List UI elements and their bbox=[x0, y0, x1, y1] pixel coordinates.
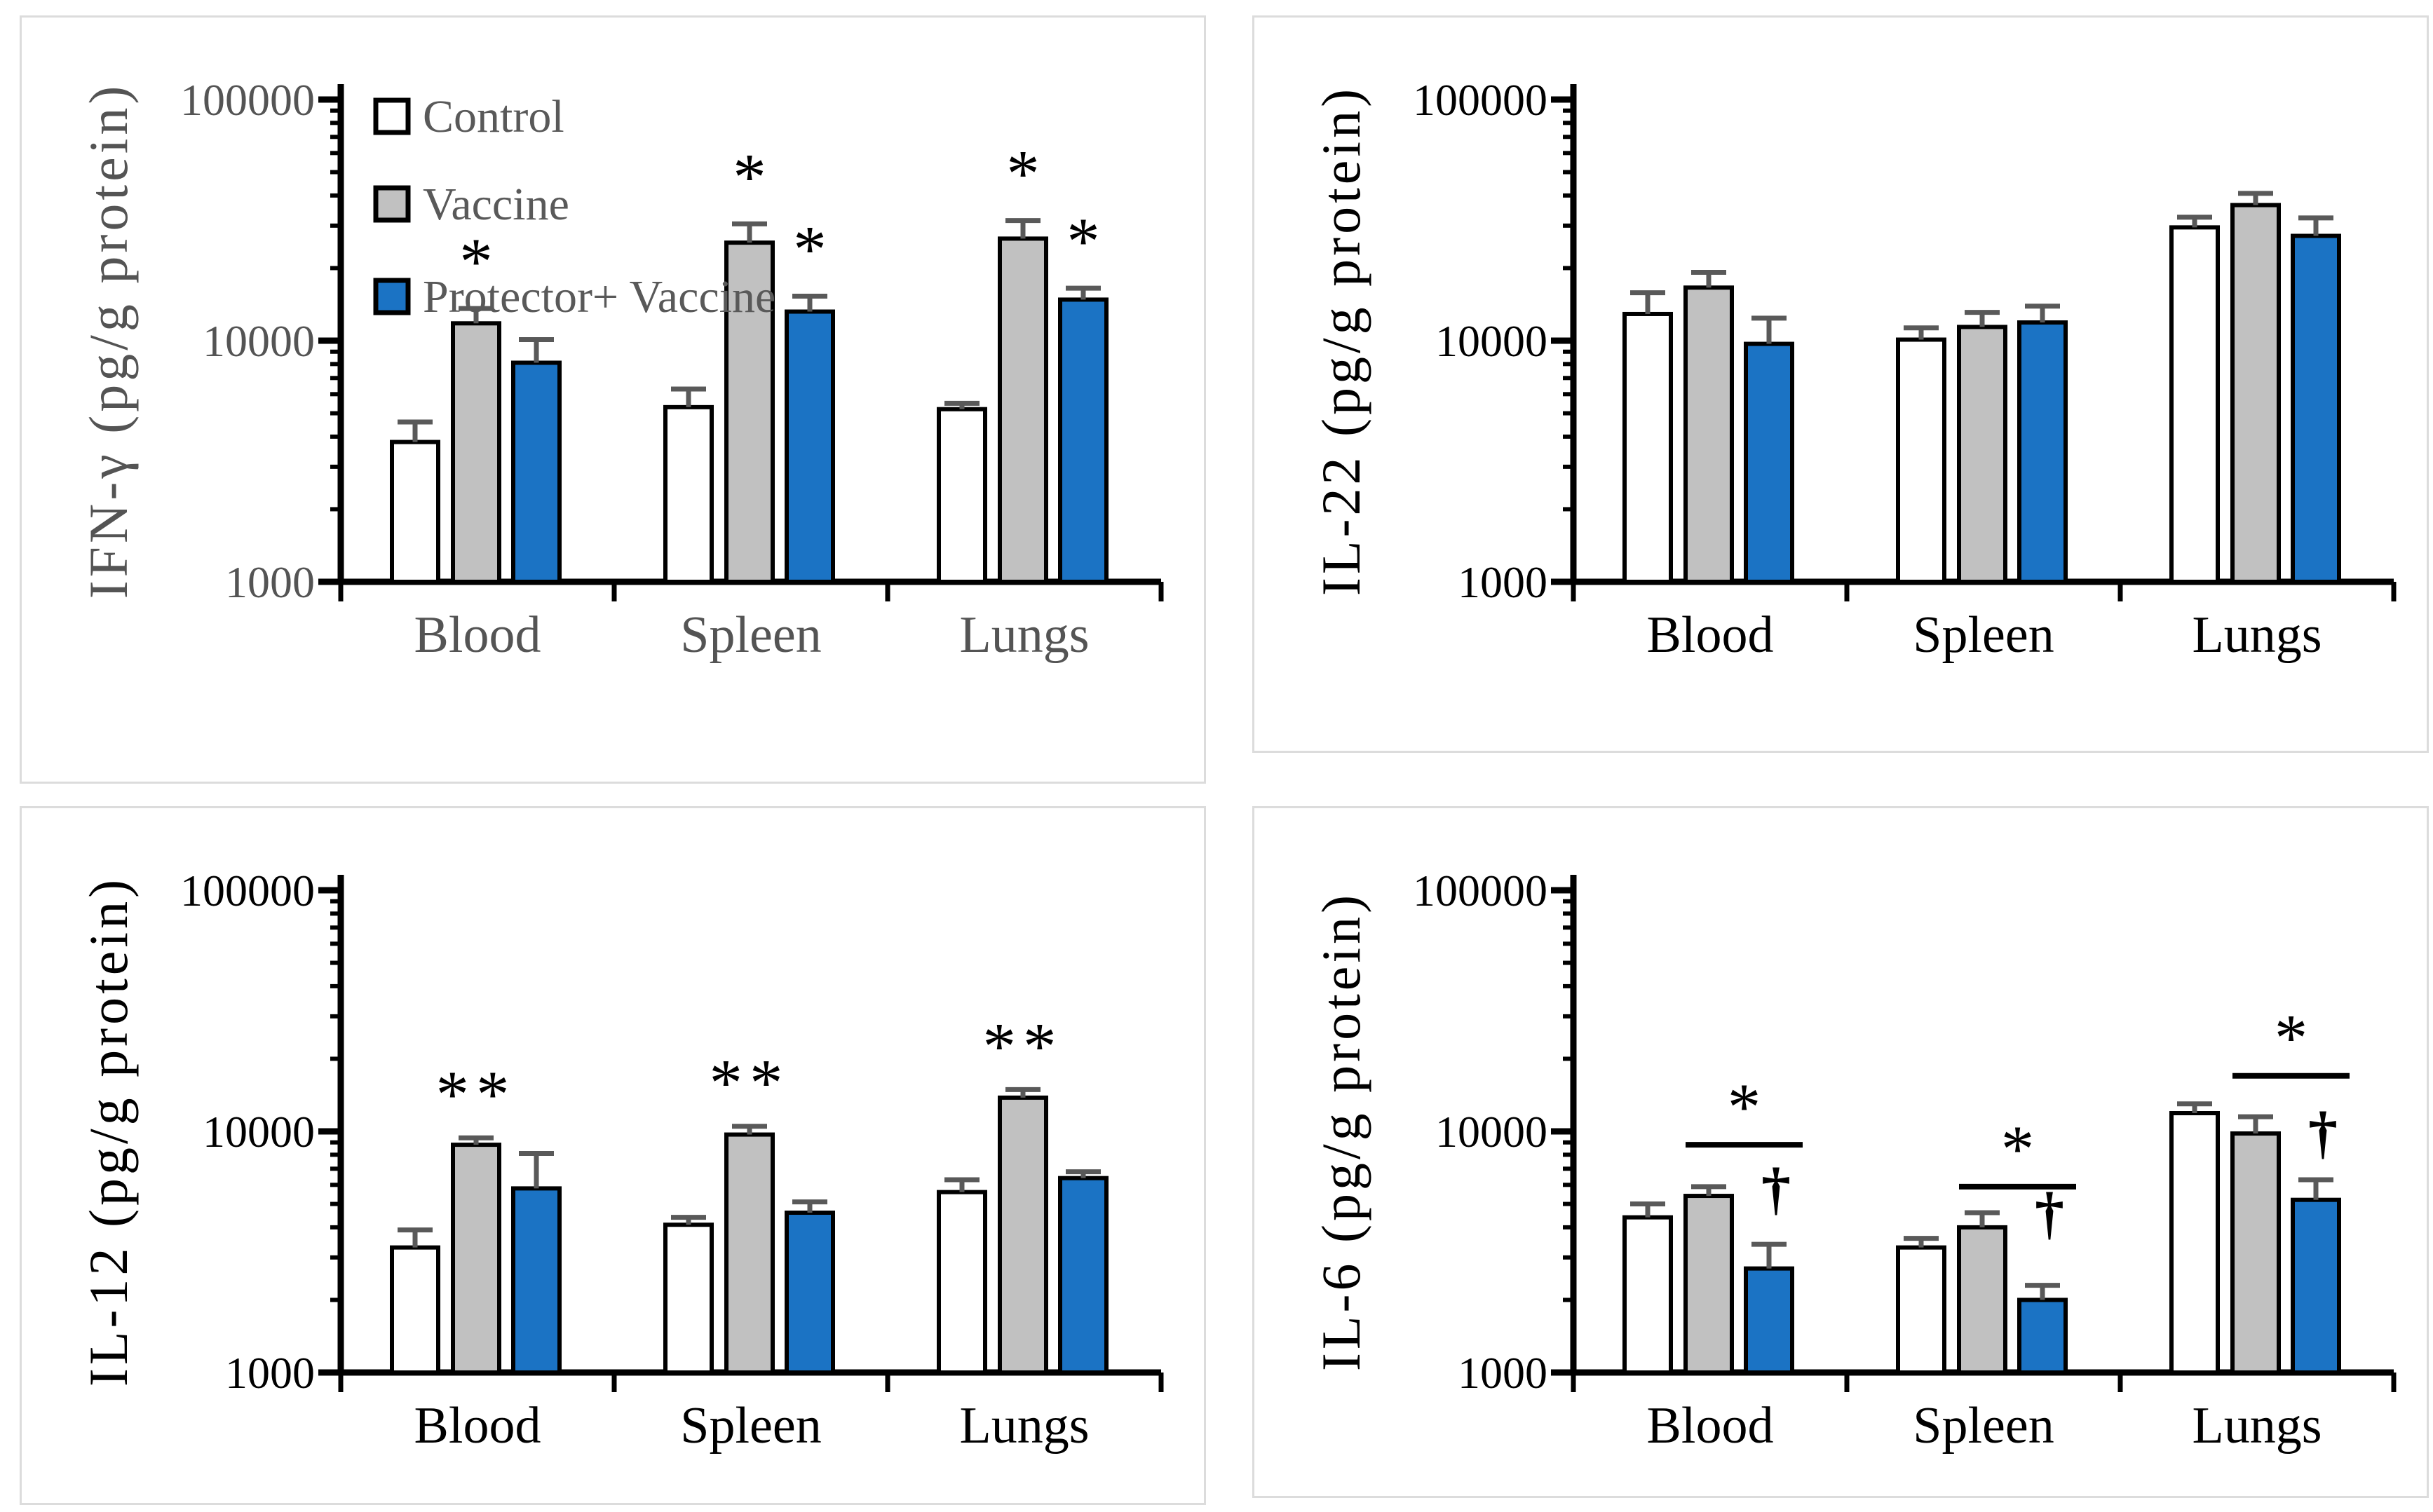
x-category-label: Lungs bbox=[960, 606, 1090, 664]
x-category-label: Blood bbox=[1647, 1397, 1774, 1455]
bar-spleen-1 bbox=[1957, 325, 2007, 584]
legend-label-0: Control bbox=[423, 91, 564, 142]
legend-swatch-2 bbox=[373, 278, 411, 315]
bar-spleen-0 bbox=[1896, 1245, 1946, 1375]
significance-star: * bbox=[793, 212, 827, 286]
bar-lungs-2 bbox=[2291, 233, 2341, 584]
y-axis-title: IL-22 (pg/g protein) bbox=[1310, 86, 1371, 596]
chart-il-12: 1000 10000 100000 Blood Spleen Lungs IL-12 (pg… bbox=[78, 866, 1164, 1455]
bar-blood-0 bbox=[390, 440, 440, 584]
panel-il-22: 1000 10000 100000 Blood Spleen Lungs IL-22 (pg… bbox=[1252, 15, 2429, 753]
y-tick-label: 100000 bbox=[1413, 866, 1547, 915]
bar-lungs-0 bbox=[2169, 225, 2220, 584]
x-category-label: Spleen bbox=[1913, 1397, 2054, 1455]
bar-spleen-2 bbox=[2017, 320, 2068, 584]
x-category-label: Blood bbox=[414, 1397, 541, 1455]
panel-ifn-gamma: 1000 10000 100000 Blood Spleen Lungs IFN-γ (pg… bbox=[20, 15, 1206, 784]
bar-spleen-2 bbox=[2017, 1298, 2068, 1375]
bar-blood-1 bbox=[451, 1143, 501, 1375]
bar-lungs-1 bbox=[2230, 1131, 2281, 1375]
bar-blood-2 bbox=[1744, 341, 1794, 584]
bar-blood-2 bbox=[511, 1186, 562, 1375]
bar-spleen-2 bbox=[785, 309, 835, 584]
y-axis-title: IL-12 (pg/g protein) bbox=[78, 876, 139, 1387]
x-category-label: Spleen bbox=[680, 606, 821, 664]
panel-il-12: 1000 10000 100000 Blood Spleen Lungs IL-12 (pg… bbox=[20, 806, 1206, 1505]
bar-blood-0 bbox=[1622, 311, 1673, 584]
legend-label-1: Vaccine bbox=[423, 179, 569, 230]
chart-il-22: 1000 10000 100000 Blood Spleen Lungs IL-22 (pg… bbox=[1310, 75, 2397, 664]
bar-blood-0 bbox=[390, 1245, 440, 1375]
bar-spleen-1 bbox=[724, 1132, 775, 1375]
chart-ifn-gamma: 1000 10000 100000 Blood Spleen Lungs IFN-γ (pg… bbox=[78, 75, 1164, 664]
chart-il-6: 1000 10000 100000 Blood Spleen Lungs IL-6 (pg/… bbox=[1310, 866, 2397, 1455]
bar-blood-2 bbox=[1744, 1266, 1794, 1375]
significance-star: ** bbox=[983, 1009, 1064, 1083]
bar-lungs-1 bbox=[998, 1095, 1048, 1375]
y-tick-label: 100000 bbox=[180, 75, 315, 125]
legend-swatch-1 bbox=[373, 185, 411, 223]
y-tick-label: 10000 bbox=[203, 1107, 315, 1157]
y-axis-title: IFN-γ (pg/g protein) bbox=[78, 83, 139, 599]
bar-spleen-1 bbox=[1957, 1225, 2007, 1375]
bar-blood-2 bbox=[511, 360, 562, 584]
x-category-label: Spleen bbox=[680, 1397, 821, 1455]
bar-blood-1 bbox=[1683, 1194, 1734, 1375]
y-tick-label: 1000 bbox=[1458, 1348, 1547, 1398]
significance-star: * bbox=[733, 139, 766, 214]
significance-star: * bbox=[1728, 1070, 1761, 1144]
y-tick-label: 1000 bbox=[225, 1348, 315, 1398]
y-tick-label: 10000 bbox=[1435, 316, 1547, 366]
bar-spleen-2 bbox=[785, 1211, 835, 1375]
significance-star: ** bbox=[436, 1057, 517, 1131]
bar-spleen-0 bbox=[663, 404, 714, 585]
significance-star: ** bbox=[710, 1046, 790, 1120]
y-tick-label: 1000 bbox=[1458, 557, 1547, 607]
y-axis-title: IL-6 (pg/g protein) bbox=[1310, 892, 1371, 1371]
legend-label-2: Protector+ Vaccine bbox=[423, 271, 775, 322]
y-tick-label: 100000 bbox=[1413, 75, 1547, 125]
panel-il-6: 1000 10000 100000 Blood Spleen Lungs IL-6 (pg/… bbox=[1252, 806, 2429, 1498]
y-tick-label: 10000 bbox=[1435, 1107, 1547, 1157]
bar-spleen-0 bbox=[1896, 337, 1946, 584]
bar-lungs-1 bbox=[998, 236, 1048, 584]
bar-blood-1 bbox=[451, 321, 501, 584]
significance-star: * bbox=[2275, 1001, 2308, 1075]
x-category-label: Lungs bbox=[960, 1397, 1090, 1455]
y-tick-label: 100000 bbox=[180, 866, 315, 915]
bar-blood-0 bbox=[1622, 1215, 1673, 1375]
bar-lungs-1 bbox=[2230, 203, 2281, 585]
x-category-label: Blood bbox=[1647, 606, 1774, 664]
bar-blood-1 bbox=[1683, 285, 1734, 584]
bar-lungs-0 bbox=[2169, 1111, 2220, 1375]
dagger-mark: † bbox=[2308, 1101, 2338, 1166]
bar-spleen-0 bbox=[663, 1222, 714, 1375]
bar-lungs-0 bbox=[937, 407, 987, 584]
x-category-label: Lungs bbox=[2193, 1397, 2322, 1455]
dagger-mark: † bbox=[1761, 1157, 1791, 1222]
legend-swatch-0 bbox=[373, 97, 411, 135]
bar-lungs-0 bbox=[937, 1190, 987, 1375]
significance-star: * bbox=[1066, 204, 1100, 278]
y-tick-label: 1000 bbox=[225, 557, 315, 607]
x-category-label: Lungs bbox=[2193, 606, 2322, 664]
significance-star: * bbox=[1006, 137, 1040, 211]
bar-lungs-2 bbox=[2291, 1197, 2341, 1375]
significance-star: * bbox=[2001, 1112, 2035, 1186]
bar-lungs-2 bbox=[1058, 1176, 1109, 1375]
dagger-mark: † bbox=[2035, 1181, 2064, 1246]
significance-star: * bbox=[459, 224, 493, 299]
bar-spleen-1 bbox=[724, 240, 775, 584]
y-tick-label: 10000 bbox=[203, 316, 315, 366]
bar-lungs-2 bbox=[1058, 297, 1109, 584]
x-category-label: Blood bbox=[414, 606, 541, 664]
x-category-label: Spleen bbox=[1913, 606, 2054, 664]
